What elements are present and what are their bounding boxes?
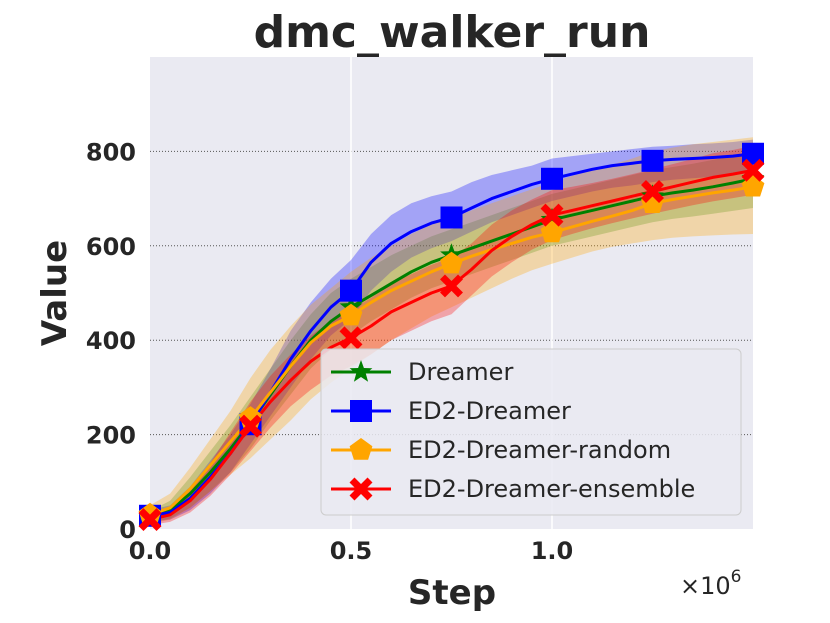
- legend-label-1: ED2-Dreamer: [408, 397, 571, 425]
- marker-3-4: [540, 203, 564, 227]
- marker-3-2-b: [339, 326, 363, 350]
- marker-1-4: [541, 167, 563, 190]
- marker-2-2: [339, 303, 363, 326]
- legend-marker-1: [350, 400, 372, 422]
- x-axis-label: Step: [408, 573, 496, 613]
- legend-marker-2: [349, 438, 373, 460]
- marker-1-3: [440, 206, 463, 229]
- marker-3-0-b: [138, 508, 162, 532]
- legend-box: [320, 348, 742, 516]
- marker-3-4-b: [540, 203, 564, 227]
- legend-label-3: ED2-Dreamer-ensemble: [408, 475, 695, 503]
- marker-2-3: [440, 251, 463, 274]
- legend-label-0: Dreamer: [408, 358, 513, 386]
- y-tick-600: 600: [86, 233, 136, 261]
- marker-3-2: [339, 326, 363, 350]
- band-3: [150, 145, 753, 526]
- legend-marker-3-b: [349, 477, 373, 501]
- marker-3-1-b: [239, 414, 262, 438]
- x-axis-multiplier: ×106: [680, 567, 741, 600]
- y-axis-label: Value: [35, 240, 75, 346]
- y-tick-labels: 0 200 400 600 800: [86, 138, 136, 544]
- x-multiplier-base: ×10: [680, 572, 731, 600]
- marker-3-3-b: [440, 274, 463, 298]
- legend-marker-0: [349, 360, 373, 382]
- marker-1-2: [340, 279, 362, 302]
- marker-3-5-b: [641, 180, 664, 203]
- x-multiplier-exponent: 6: [731, 567, 742, 587]
- x-tick-1: 1.0: [531, 537, 574, 565]
- band-2: [150, 137, 753, 525]
- chart-title: dmc_walker_run: [254, 7, 651, 58]
- marker-3-6-b: [741, 158, 765, 182]
- legend: Dreamer ED2-Dreamer ED2-Dreamer-random ED2-…: [320, 348, 742, 516]
- marker-3-3: [440, 274, 463, 298]
- x-tick-0: 0.0: [129, 537, 172, 565]
- marker-1-6: [742, 142, 764, 165]
- y-tick-0: 0: [119, 516, 136, 544]
- marker-2-0: [138, 502, 162, 525]
- x-tick-labels: 0.0 0.5 1.0: [129, 537, 574, 565]
- marker-2-4: [540, 220, 564, 243]
- legend-label-2: ED2-Dreamer-random: [408, 436, 671, 464]
- legend-marker-3: [349, 477, 373, 501]
- x-tick-0-5: 0.5: [330, 537, 373, 565]
- marker-3-0: [138, 508, 162, 532]
- series-markers: [138, 142, 765, 532]
- marker-1-5: [641, 149, 664, 172]
- y-tick-200: 200: [86, 422, 136, 450]
- marker-3-5: [641, 180, 664, 203]
- y-tick-400: 400: [86, 327, 136, 355]
- marker-3-1: [239, 414, 262, 438]
- y-tick-800: 800: [86, 138, 136, 166]
- marker-3-6: [741, 158, 765, 182]
